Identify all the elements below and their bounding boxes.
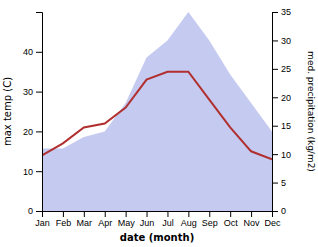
- y-axis: 0 10 20 30 40: [23, 13, 43, 217]
- x-tick-mark: [63, 211, 64, 217]
- y2-tick: 10: [272, 150, 291, 160]
- y-tick: 10: [23, 167, 42, 177]
- x-axis-line: [43, 212, 273, 218]
- x-tick: Aug: [181, 211, 197, 228]
- x-tick-mark: [230, 211, 231, 217]
- x-tick: Jan: [35, 211, 50, 228]
- x-tick: Oct: [224, 211, 239, 228]
- y2-tick: 30: [272, 36, 291, 46]
- x-tick-label: Oct: [224, 218, 239, 228]
- y2-tick: 5: [272, 178, 286, 188]
- x-tick-label: Aug: [181, 218, 197, 228]
- y2-tick-mark: [272, 154, 278, 155]
- x-tick: Nov: [244, 211, 261, 228]
- y-tick-label: 20: [23, 127, 33, 137]
- y2-tick-label: 10: [281, 150, 291, 160]
- y-tick-mark: [36, 131, 42, 132]
- x-axis: Jan Feb Mar Apr May Jun Jul Aug Sep Oct NovDec: [35, 211, 281, 228]
- y2-tick: 20: [272, 93, 291, 103]
- y2-tick-label: 0: [281, 206, 286, 216]
- y-tick: 0: [28, 206, 42, 216]
- y-tick-label: 30: [23, 87, 33, 97]
- y-tick: 30: [23, 87, 42, 97]
- x-tick: Dec: [264, 211, 281, 228]
- x-tick: Apr: [98, 211, 112, 228]
- y-tick-label: 10: [23, 167, 33, 177]
- y2-axis-line: [273, 13, 279, 212]
- x-tick: Mar: [77, 211, 93, 228]
- marks: [42, 12, 272, 211]
- y-tick-mark: [36, 171, 42, 172]
- x-axis-title: date (month): [120, 232, 194, 243]
- y-axis-title: max temp (C): [2, 77, 13, 146]
- y2-tick-mark: [272, 97, 278, 98]
- x-tick: May: [118, 211, 136, 228]
- x-tick-mark: [126, 211, 127, 217]
- y-tick: 20: [23, 127, 42, 137]
- x-tick: Jun: [140, 211, 155, 228]
- y-tick-label: 40: [23, 47, 33, 57]
- y2-tick-label: 35: [281, 7, 291, 17]
- y2-tick-label: 15: [281, 121, 291, 131]
- y2-tick-mark: [272, 183, 278, 184]
- x-tick-mark: [147, 211, 148, 217]
- x-tick-mark: [251, 211, 252, 217]
- y2-tick-mark: [272, 211, 278, 212]
- y-tick: 40: [23, 47, 42, 57]
- x-tick-mark: [188, 211, 189, 217]
- line: [42, 72, 272, 160]
- area: [42, 12, 272, 211]
- x-tick-mark: [84, 211, 85, 217]
- y2-tick-label: 20: [281, 93, 291, 103]
- x-tick: Jul: [162, 211, 174, 228]
- x-tick-label: Jan: [35, 218, 50, 228]
- y-tick-mark: [36, 211, 42, 212]
- y2-tick-mark: [272, 126, 278, 127]
- x-tick-label: Jul: [162, 218, 174, 228]
- y-tick-mark: [36, 92, 42, 93]
- y-tick-label: 0: [28, 206, 33, 216]
- x-tick-label: Jun: [140, 218, 155, 228]
- x-tick-mark: [167, 211, 168, 217]
- y2-tick: 25: [272, 64, 291, 74]
- x-tick-label: Mar: [77, 218, 93, 228]
- y2-tick-mark: [272, 69, 278, 70]
- y2-tick: 35: [272, 7, 291, 17]
- y2-axis-title: med. precipitation (kg/m2): [306, 51, 316, 172]
- y-axis-line: [36, 13, 43, 212]
- x-tick-label: Feb: [56, 218, 72, 228]
- x-tick-mark: [209, 211, 210, 217]
- y2-tick-label: 5: [281, 178, 286, 188]
- x-tick-label: Apr: [98, 218, 112, 228]
- y2-axis: 0 5 10 15 20 25 30 35: [272, 7, 291, 216]
- y2-tick: 15: [272, 121, 291, 131]
- x-tick-label: Dec: [264, 218, 281, 228]
- plot: JanFebMarAprMayJunJulAugSepOctNovDec0102…: [23, 7, 291, 228]
- x-tick: Feb: [56, 211, 72, 228]
- x-tick-label: May: [118, 218, 136, 228]
- chart: JanFebMarAprMayJunJulAugSepOctNovDec0102…: [0, 0, 318, 247]
- x-tick-label: Nov: [244, 218, 261, 228]
- x-tick-mark: [105, 211, 106, 217]
- x-tick: Sep: [202, 211, 218, 228]
- y2-tick: 0: [272, 206, 286, 216]
- y-tick-mark: [36, 52, 42, 53]
- y2-tick-label: 25: [281, 64, 291, 74]
- y2-tick-mark: [272, 12, 278, 13]
- x-tick-label: Sep: [202, 218, 218, 228]
- y2-tick-label: 30: [281, 36, 291, 46]
- y2-tick-mark: [272, 40, 278, 41]
